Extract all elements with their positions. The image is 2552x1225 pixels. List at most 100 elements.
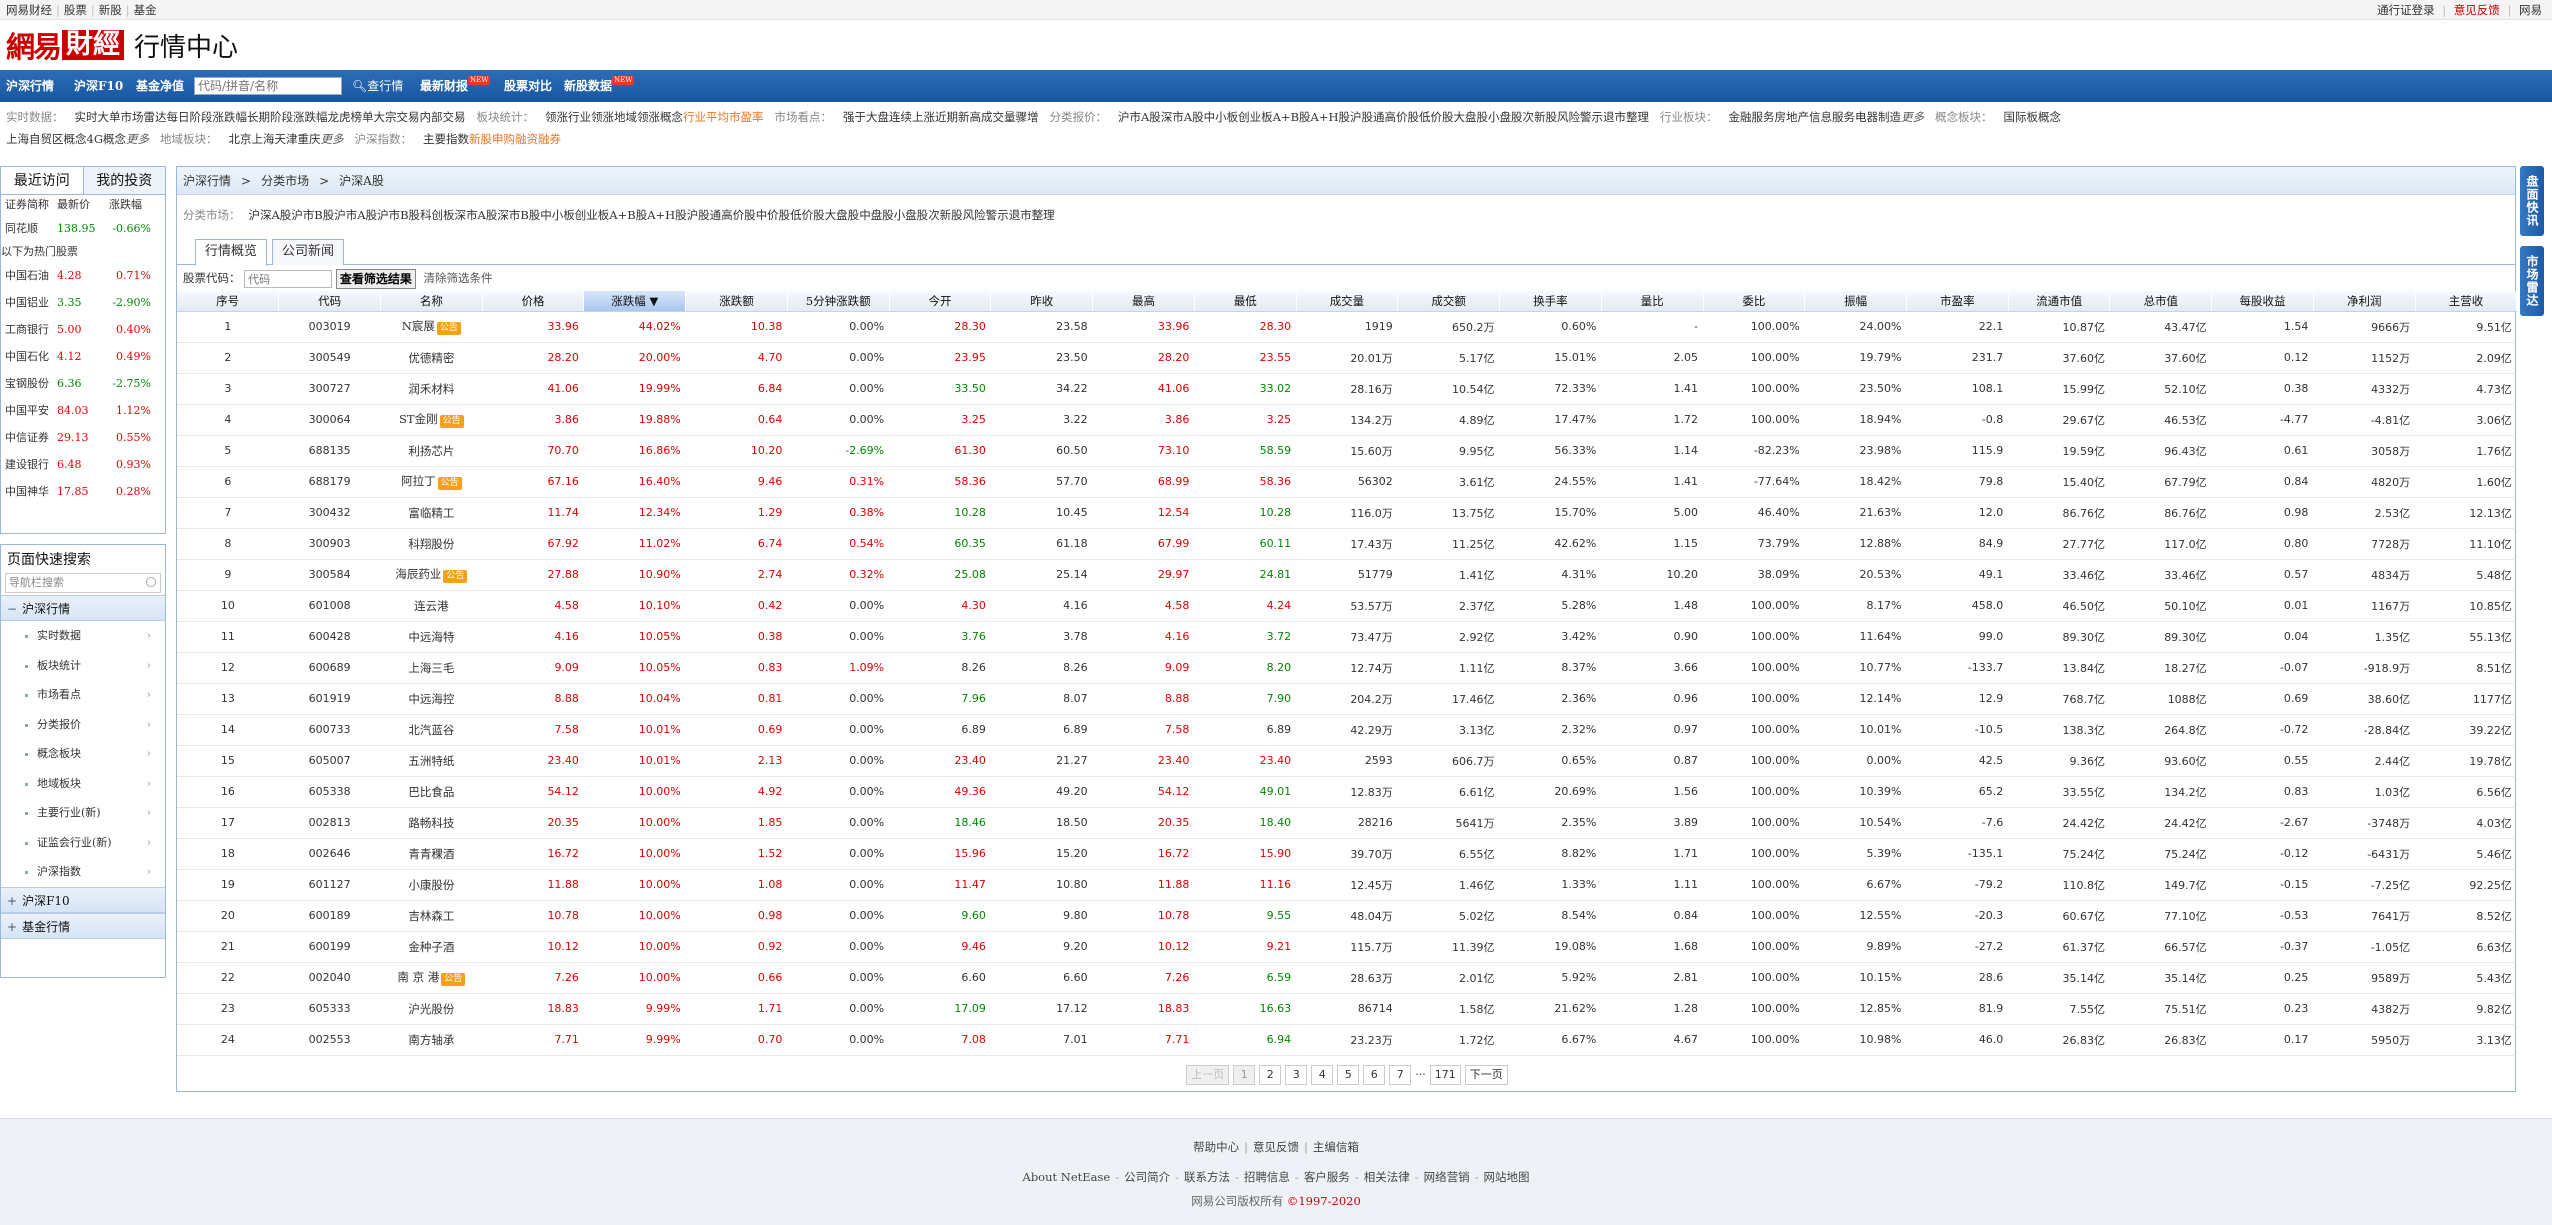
quick-link[interactable]: A+H股 <box>1310 110 1351 124</box>
quick-link[interactable]: 深市A股 <box>1160 110 1204 124</box>
table-row[interactable]: 5 688135 利扬芯片 70.70 16.86% 10.20 -2.69% 61.30 60… <box>177 435 2517 467</box>
stock-name[interactable]: 中远海特 <box>408 629 455 644</box>
stock-name[interactable]: 小康股份 <box>408 877 455 892</box>
quick-link[interactable]: 领涨行业 <box>545 110 591 124</box>
market-radar-tab[interactable]: 市场雷达 <box>2520 246 2544 316</box>
list-item[interactable]: 中国石化 4.12 0.49% <box>1 343 165 370</box>
sidebar-sub-item[interactable]: 概念板块 › <box>1 739 165 769</box>
top-link[interactable]: 新股 <box>98 3 122 17</box>
stock-name[interactable]: 科翔股份 <box>408 536 455 551</box>
breadcrumb-item[interactable]: 沪深A股 <box>339 174 384 188</box>
sidebar-sub-item[interactable]: 主要行业(新) › <box>1 798 165 828</box>
category-link[interactable]: A+H股 <box>647 208 687 222</box>
nav-stock-compare[interactable]: 股票对比 <box>504 79 553 93</box>
footer-link[interactable]: 公司简介 <box>1124 1170 1171 1184</box>
table-row[interactable]: 8 300903 科翔股份 67.92 11.02% 6.74 0.54% 60.35 61.1… <box>177 528 2517 560</box>
quick-link[interactable]: 领涨概念 <box>637 110 683 124</box>
table-row[interactable]: 7 300432 富临精工 11.74 12.34% 1.29 0.38% 10.28 10.4… <box>177 497 2517 529</box>
page-button[interactable]: 6 <box>1363 1065 1386 1085</box>
stock-name[interactable]: ST金刚 <box>399 412 438 426</box>
table-row[interactable]: 12 600689 上海三毛 9.09 10.05% 0.83 1.09% 8.26 8.26 9… <box>177 652 2517 684</box>
column-header[interactable]: 今开 <box>889 291 992 312</box>
login-link[interactable]: 通行证登录 <box>2377 3 2435 17</box>
column-header[interactable]: 净利润 <box>2313 291 2416 312</box>
footer-link[interactable]: 联系方法 <box>1184 1170 1231 1184</box>
column-header[interactable]: 量比 <box>1601 291 1704 312</box>
stock-name[interactable]: 海辰药业 <box>395 567 442 581</box>
footer-link[interactable]: 相关法律 <box>1363 1170 1410 1184</box>
stock-code-input[interactable] <box>244 270 333 288</box>
list-item[interactable]: 中国铝业 3.35 -2.90% <box>1 289 165 316</box>
quick-link[interactable]: 北京 <box>228 132 252 146</box>
announcement-badge[interactable]: 公告 <box>441 973 466 986</box>
footer-link[interactable]: 主编信箱 <box>1312 1140 1359 1154</box>
table-row[interactable]: 11 600428 中远海特 4.16 10.05% 0.38 0.00% 3.76 3.78 4… <box>177 621 2517 653</box>
column-header[interactable]: 振幅 <box>1804 291 1907 312</box>
more-link[interactable]: 更多 <box>1901 110 1925 124</box>
quick-link[interactable]: 高价股 <box>1384 110 1420 124</box>
stock-name[interactable]: 巴比食品 <box>408 784 455 799</box>
quick-link[interactable]: 大宗交易 <box>373 110 420 124</box>
stock-name[interactable]: 青青稞酒 <box>408 846 455 861</box>
stock-name[interactable]: 富临精工 <box>408 505 455 520</box>
group-hs-quotes[interactable]: − 沪深行情 <box>1 595 165 621</box>
column-header[interactable]: 换手率 <box>1499 291 1602 312</box>
list-item[interactable]: 中国石油 4.28 0.71% <box>1 262 165 289</box>
announcement-badge[interactable]: 公告 <box>437 477 462 490</box>
stock-name[interactable]: 南方轴承 <box>408 1032 455 1047</box>
quick-link[interactable]: 内部交易 <box>419 110 466 124</box>
quick-link[interactable]: 领涨地域 <box>591 110 637 124</box>
announcement-badge[interactable]: 公告 <box>443 570 468 583</box>
announcement-badge[interactable]: 公告 <box>439 415 464 428</box>
quick-link[interactable]: 连续上涨 <box>889 110 935 124</box>
list-item[interactable]: 中信证券 29.13 0.55% <box>1 424 165 451</box>
column-header[interactable]: 涨跌额 <box>685 291 788 312</box>
table-row[interactable]: 23 605333 沪光股份 18.83 9.99% 1.71 0.00% 17.09 17.1… <box>177 993 2517 1025</box>
category-link[interactable]: A+B股 <box>609 208 648 222</box>
column-header[interactable]: 最高 <box>1092 291 1195 312</box>
quick-link[interactable]: 风险警示 <box>1557 110 1604 124</box>
tab-company-news[interactable]: 公司新闻 <box>272 239 345 265</box>
quick-link[interactable]: 4G概念 <box>86 132 127 146</box>
netease-home-link[interactable]: 网易 <box>2519 3 2542 17</box>
category-link[interactable]: 沪市B股 <box>291 208 335 222</box>
quick-link[interactable]: 低价股 <box>1419 110 1454 124</box>
sidebar-sub-item[interactable]: 实时数据 › <box>1 621 165 651</box>
quick-link[interactable]: 天津 <box>274 132 298 146</box>
quick-link[interactable]: 主要指数 <box>423 132 470 146</box>
nav-search-input[interactable]: 导航栏搜索 <box>5 573 161 593</box>
table-row[interactable]: 9 300584 海辰药业 公告 27.88 10.90% 2.74 0.32% 25.08 25… <box>177 559 2517 591</box>
quick-link[interactable]: 房地产 <box>1774 110 1810 124</box>
list-item[interactable]: 中国平安 84.03 1.12% <box>1 397 165 424</box>
nav-latest-report[interactable]: 最新财报 NEW <box>420 76 491 93</box>
quick-link[interactable]: 龙虎榜单 <box>327 110 374 124</box>
quick-link[interactable]: 强于大盘 <box>843 110 889 124</box>
tab-recent[interactable]: 最近访问 <box>1 167 84 194</box>
category-link[interactable]: 沪市B股 <box>377 208 421 222</box>
sidebar-sub-item[interactable]: 地域板块 › <box>1 769 165 799</box>
category-link[interactable]: 中价股 <box>755 208 791 222</box>
site-logo[interactable]: 網易 財經 行情中心 <box>6 28 238 65</box>
list-item[interactable]: 工商银行 5.00 0.40% <box>1 316 165 343</box>
column-header[interactable]: 价格 <box>482 291 585 312</box>
page-button[interactable]: 1 <box>1233 1065 1256 1085</box>
category-link[interactable]: 深市A股 <box>454 208 498 222</box>
list-item[interactable]: 建设银行 6.48 0.93% <box>1 451 165 478</box>
table-row[interactable]: 17 002813 路畅科技 20.35 10.00% 1.85 0.00% 18.46 18.… <box>177 807 2517 839</box>
column-header[interactable]: 最低 <box>1194 291 1297 312</box>
category-link[interactable]: 小盘股 <box>893 208 929 222</box>
quick-link[interactable]: 创业板 <box>1238 110 1273 124</box>
stock-name[interactable]: 中远海控 <box>408 691 455 706</box>
column-header[interactable]: 序号 <box>177 291 280 312</box>
sidebar-sub-item[interactable]: 沪深指数 › <box>1 857 165 887</box>
quick-link[interactable]: 重庆 <box>297 132 321 146</box>
more-link[interactable]: 更多 <box>320 132 344 146</box>
column-header[interactable]: 5分钟涨跌额 <box>787 291 890 312</box>
stock-search-input[interactable] <box>194 77 342 95</box>
quick-link[interactable]: 国际板概念 <box>2003 110 2062 124</box>
stock-name[interactable]: N宸展 <box>401 319 435 333</box>
prev-page-button[interactable]: 上一页 <box>1186 1065 1230 1085</box>
category-link[interactable]: 沪股通 <box>686 208 722 222</box>
quick-link[interactable]: 成交量骤增 <box>981 110 1039 124</box>
stock-name[interactable]: 阿拉丁 <box>401 474 436 488</box>
